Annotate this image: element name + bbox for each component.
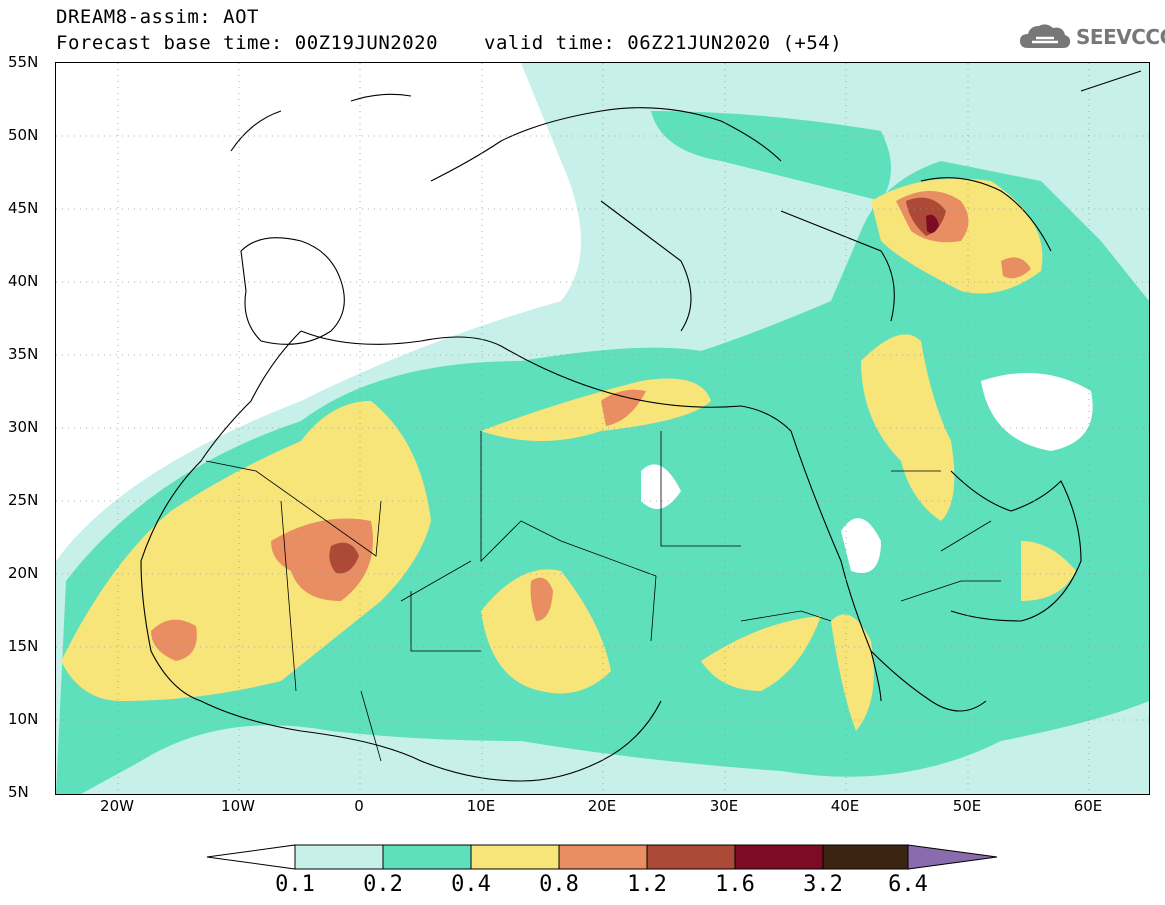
colorbar-swatch-0.2 [382, 844, 472, 870]
aot-clear-areas [641, 373, 1093, 573]
country-borders [205, 431, 1001, 762]
lon-label-50e: 50E [952, 797, 982, 815]
aot-field [56, 63, 1149, 794]
colorbar-label-6.4: 6.4 [888, 872, 928, 897]
lat-label-40n: 40N [8, 272, 39, 290]
lon-label-0: 0 [354, 797, 364, 815]
lon-label-30e: 30E [709, 797, 739, 815]
aot-band-0.4 [61, 178, 1076, 731]
colorbar-label-0.4: 0.4 [451, 872, 491, 897]
cloud-icon [1020, 24, 1071, 48]
colorbar-swatch-0.1 [294, 844, 384, 870]
colorbar-over-triangle [907, 844, 998, 870]
lat-label-25n: 25N [8, 491, 39, 509]
lat-label-35n: 35N [8, 345, 39, 363]
colorbar-label-0.8: 0.8 [539, 872, 579, 897]
colorbar-label-0.2: 0.2 [363, 872, 403, 897]
valid-time: valid time: 06Z21JUN2020 (+54) [484, 32, 843, 54]
lat-label-55n: 55N [8, 53, 39, 71]
lat-label-50n: 50N [8, 126, 39, 144]
colorbar-swatch-3.2 [822, 844, 909, 870]
colorbar-under-triangle [206, 844, 296, 870]
colorbar-swatch-1.6 [734, 844, 824, 870]
lon-label-60e: 60E [1073, 797, 1103, 815]
aot-map [55, 62, 1150, 795]
forecast-base-time: Forecast base time: 00Z19JUN2020 [56, 32, 439, 54]
seevccc-logo: SEEVCCC [1018, 20, 1165, 54]
colorbar-label-1.2: 1.2 [627, 872, 667, 897]
graticule [56, 63, 1149, 794]
lon-label-10e: 10E [466, 797, 496, 815]
colorbar-label-1.6: 1.6 [715, 872, 755, 897]
logo-text: SEEVCCC [1076, 25, 1165, 49]
lat-label-20n: 20N [8, 564, 39, 582]
colorbar-swatch-1.2 [646, 844, 736, 870]
colorbar-label-3.2: 3.2 [803, 872, 843, 897]
lon-label-10w: 10W [221, 797, 255, 815]
lat-label-5n: 5N [8, 783, 29, 801]
lat-label-10n: 10N [8, 710, 39, 728]
colorbar-label-0.1: 0.1 [275, 872, 315, 897]
colorbar-swatch-0.8 [558, 844, 648, 870]
aot-band-1.6 [926, 214, 939, 234]
lon-label-40e: 40E [830, 797, 860, 815]
colorbar [206, 844, 998, 870]
lat-label-45n: 45N [8, 199, 39, 217]
colorbar-swatch-0.4 [470, 844, 560, 870]
lon-label-20w: 20W [100, 797, 134, 815]
lat-label-30n: 30N [8, 418, 39, 436]
lon-label-20e: 20E [587, 797, 617, 815]
product-title: DREAM8-assim: AOT [56, 6, 259, 28]
coastlines [140, 70, 1142, 782]
lat-label-15n: 15N [8, 637, 39, 655]
